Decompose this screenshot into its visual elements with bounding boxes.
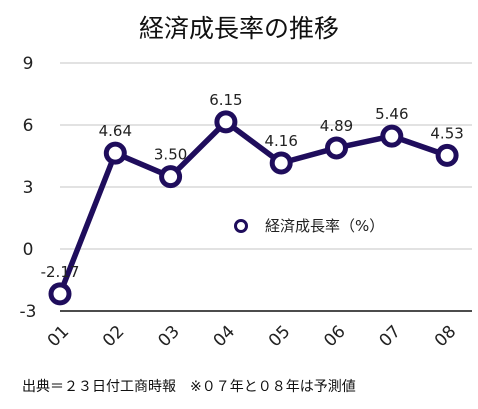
data-label: 4.53: [430, 124, 463, 142]
y-tick-label: -3: [20, 302, 37, 322]
y-tick-label: 3: [23, 178, 34, 198]
y-axis-ticks: 9 6 3 0 -3: [20, 54, 37, 322]
x-tick-label: 04: [210, 322, 239, 351]
x-tick-label: 07: [376, 322, 405, 351]
series-growth-rate: [48, 110, 459, 306]
x-tick-label: 08: [431, 322, 460, 351]
data-label: -2.17: [41, 263, 80, 281]
data-label: 5.46: [375, 105, 408, 123]
data-point: [435, 143, 459, 167]
y-tick-label: 6: [23, 116, 34, 136]
data-label: 4.89: [320, 117, 353, 135]
legend-marker: [234, 219, 248, 233]
x-tick-label: 05: [265, 322, 294, 351]
data-label: 6.15: [209, 91, 242, 109]
data-point: [103, 141, 127, 165]
x-axis-ticks: 01 02 03 04 05 06 07 08: [44, 322, 461, 351]
legend: 経済成長率（%）: [234, 217, 384, 235]
legend-label: 経済成長率（%）: [265, 217, 384, 235]
data-point: [325, 136, 348, 160]
data-point: [48, 282, 72, 306]
x-tick-label: 03: [154, 322, 183, 351]
data-point: [380, 124, 404, 148]
source-note: 出典＝２３日付工商時報 ※０７年と０８年は予測値: [22, 379, 356, 395]
data-label: 4.16: [264, 132, 297, 150]
y-tick-label: 0: [23, 240, 34, 260]
x-tick-label: 06: [320, 322, 349, 351]
data-label: 3.50: [154, 146, 187, 164]
y-tick-label: 9: [23, 54, 34, 74]
data-label: 4.64: [99, 122, 132, 140]
chart-title: 経済成長率の推移: [139, 14, 339, 43]
data-point: [269, 151, 293, 175]
grid: [60, 62, 472, 312]
x-tick-label: 02: [99, 322, 128, 351]
x-tick-label: 01: [44, 322, 73, 351]
data-labels: -2.17 4.64 3.50 6.15 4.16 4.89 5.46 4.53: [41, 91, 464, 281]
data-point: [159, 165, 183, 189]
data-point: [214, 110, 238, 134]
